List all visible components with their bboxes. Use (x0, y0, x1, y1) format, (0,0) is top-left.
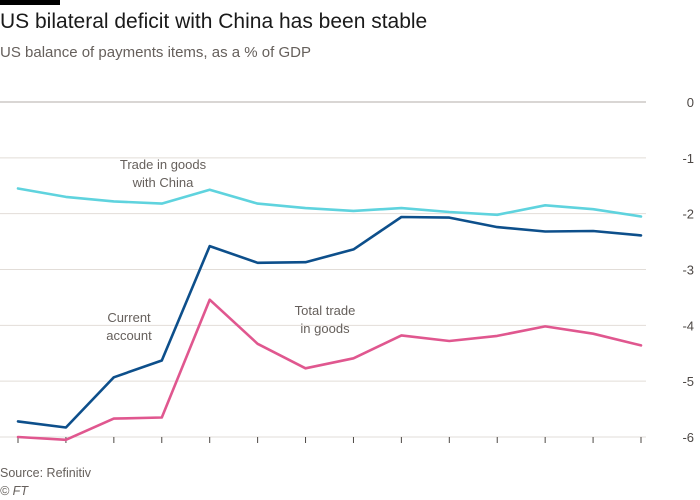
total-trade-line (16, 298, 643, 442)
series-label-line: Current (107, 310, 151, 325)
trade-with-china-line (16, 187, 643, 218)
y-tick-label: -6 (682, 430, 694, 445)
header-accent-bar (0, 0, 60, 5)
series-label-line: with China (132, 175, 194, 190)
current-account-line (16, 215, 643, 429)
y-tick-label: -3 (682, 263, 694, 278)
series-label-line: account (106, 328, 152, 343)
trade-with-china-label: Trade in goods with China (120, 157, 207, 190)
y-tick-label: -4 (682, 318, 694, 333)
chart-title: US bilateral deficit with China has been… (0, 10, 428, 33)
series-label-line: Trade in goods (120, 157, 207, 172)
y-tick-label: 0 (687, 95, 694, 110)
y-tick-label: -2 (682, 207, 694, 222)
series-label-line: Total trade (295, 303, 356, 318)
total-trade-label: Total trade in goods (295, 303, 356, 336)
ft-credit: © FT (0, 484, 28, 498)
chart-subtitle: US balance of payments items, as a % of … (0, 44, 311, 61)
line-chart: 0-1-2-3-4-5-6200506070809101112131415161… (0, 95, 694, 445)
y-tick-label: -5 (682, 374, 694, 389)
y-tick-label: -1 (682, 151, 694, 166)
source-note: Source: Refinitiv (0, 466, 92, 480)
current-account-label: Current account (106, 310, 152, 343)
series-label-line: in goods (300, 321, 350, 336)
